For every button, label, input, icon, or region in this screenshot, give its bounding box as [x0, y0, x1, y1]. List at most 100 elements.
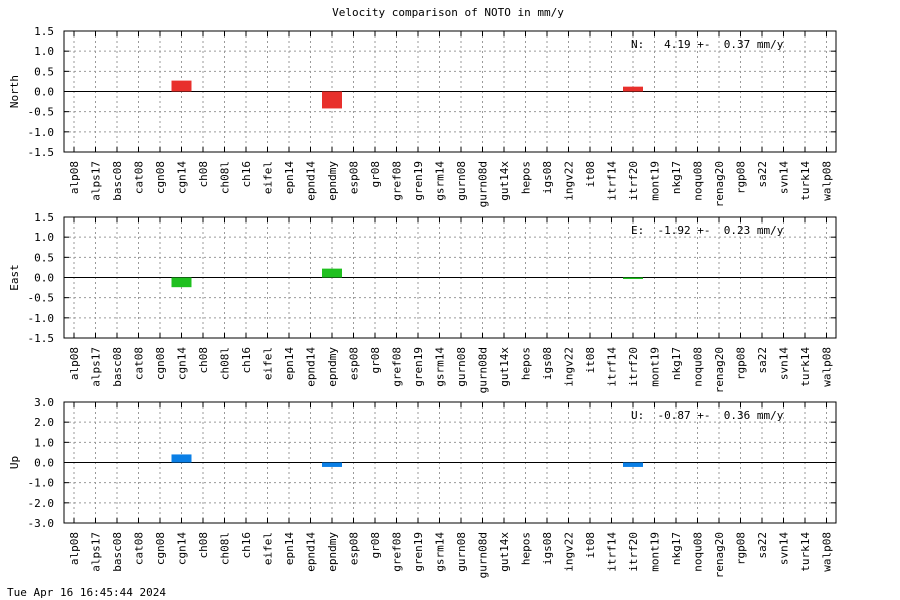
y-axis-label: East	[8, 264, 21, 291]
y-tick-label: 0.0	[34, 86, 54, 99]
x-tick-label: alp08	[68, 347, 81, 380]
y-tick-label: 1.5	[34, 211, 54, 224]
velocity-annotation: U: -0.87 +- 0.36 mm/y	[631, 409, 784, 422]
panel-north: 1.5 1.0 0.5 0.0 -0.5 -1.0 -1.5 alp08 alps17 basc0…	[8, 25, 837, 207]
x-tick-label: ch16	[240, 347, 253, 374]
x-tick-label: ch08	[197, 161, 210, 188]
y-tick-label: -2.0	[28, 497, 55, 510]
x-tick-label: gr08	[369, 532, 382, 559]
y-tick-label: 2.0	[34, 416, 54, 429]
x-tick-label: ch16	[240, 532, 253, 559]
x-tick-label: gurn08d	[477, 161, 490, 207]
x-tick-label: noqu08	[692, 347, 705, 387]
x-tick-label: walp08	[821, 347, 834, 387]
x-tick-label: alp08	[68, 161, 81, 194]
bar-east-epndmy	[322, 268, 342, 278]
plot-frame	[63, 30, 837, 153]
y-tick-label: 0.0	[34, 272, 54, 285]
x-tick-label: sa22	[756, 532, 769, 559]
bar-up-epndmy	[322, 462, 342, 467]
x-tick-label: svn14	[778, 161, 791, 194]
x-tick-label: mont19	[649, 161, 662, 201]
x-tick-label: cgn08	[154, 161, 167, 194]
x-tick-label: itrf14	[606, 161, 619, 201]
x-tick-label: alps17	[90, 347, 103, 387]
y-tick-label: -0.5	[28, 292, 55, 305]
y-tick-label: 0.5	[34, 251, 54, 264]
x-tick-label: gut14x	[498, 161, 511, 201]
x-tick-label: hepos	[520, 161, 533, 194]
x-tick-label: epndmy	[326, 161, 339, 201]
x-tick-label: renag20	[713, 532, 726, 578]
x-tick-label: ingv22	[563, 532, 576, 572]
x-tick-label: epn14	[283, 161, 296, 194]
y-tick-label: -1.5	[28, 146, 55, 159]
x-tick-label: sa22	[756, 161, 769, 188]
x-tick-label: walp08	[821, 161, 834, 201]
y-tick-label: -1.0	[28, 126, 55, 139]
x-tick-label: nkg17	[670, 532, 683, 565]
x-tick-label: epnd14	[305, 161, 318, 201]
x-tick-label: svn14	[778, 347, 791, 380]
x-tick-label: cgn08	[154, 532, 167, 565]
x-tick-label: noqu08	[692, 532, 705, 572]
panel-up: 3.0 2.0 1.0 0.0 -1.0 -2.0 -3.0 alp08 alps17 basc0…	[8, 396, 837, 578]
y-tick-label: 1.0	[34, 231, 54, 244]
bar-north-itrf20	[623, 86, 643, 92]
chart-title: Velocity comparison of NOTO in mm/y	[332, 6, 564, 19]
x-tick-label: gr08	[369, 347, 382, 374]
x-tick-label: renag20	[713, 347, 726, 393]
y-tick-label: -1.0	[28, 477, 55, 490]
x-tick-label: gut14x	[498, 532, 511, 572]
x-tick-label: itrf20	[627, 532, 640, 572]
x-tick-label: igs08	[541, 532, 554, 565]
x-tick-label: alps17	[90, 532, 103, 572]
x-tick-label: cat08	[133, 161, 146, 194]
plot-frame	[63, 401, 837, 524]
x-tick-label: cgn14	[176, 347, 189, 380]
x-tick-label: gurn08d	[477, 347, 490, 393]
x-tick-label: epndmy	[326, 532, 339, 572]
y-tick-label: -3.0	[28, 517, 55, 530]
x-tick-label: itrf14	[606, 347, 619, 387]
x-tick-label: mont19	[649, 532, 662, 572]
x-tick-label: ch08l	[219, 532, 232, 565]
x-tick-label: ch08l	[219, 161, 232, 194]
x-tick-label: gref08	[391, 161, 404, 201]
x-tick-label: igs08	[541, 347, 554, 380]
x-tick-label: gren19	[412, 347, 425, 387]
x-tick-label: igs08	[541, 161, 554, 194]
timestamp: Tue Apr 16 16:45:44 2024	[7, 586, 166, 599]
x-tick-label: gurn08	[455, 161, 468, 201]
y-tick-label: 0.5	[34, 65, 54, 78]
x-tick-label: turk14	[799, 532, 812, 572]
y-tick-label: -1.5	[28, 332, 55, 345]
x-tick-label: esp08	[348, 532, 361, 565]
bar-east-cgn14	[171, 277, 192, 288]
x-tick-label: cat08	[133, 532, 146, 565]
x-tick-label: itrf14	[606, 532, 619, 572]
x-tick-label: mont19	[649, 347, 662, 387]
x-tick-label: hepos	[520, 532, 533, 565]
x-tick-label: epndmy	[326, 347, 339, 387]
x-tick-label: ingv22	[563, 347, 576, 387]
x-tick-label: esp08	[348, 161, 361, 194]
x-tick-label: gut14x	[498, 347, 511, 387]
x-tick-label: cgn14	[176, 532, 189, 565]
x-tick-label: ch16	[240, 161, 253, 188]
x-tick-label: basc08	[111, 161, 124, 201]
x-tick-label: ch08	[197, 347, 210, 374]
x-tick-label: svn14	[778, 532, 791, 565]
y-tick-label: -0.5	[28, 106, 55, 119]
x-tick-label: epnd14	[305, 347, 318, 387]
y-tick-label: 3.0	[34, 396, 54, 409]
x-tick-label: alp08	[68, 532, 81, 565]
x-tick-label: basc08	[111, 347, 124, 387]
x-tick-label: rgp08	[735, 161, 748, 194]
x-tick-label: it08	[584, 347, 597, 374]
x-tick-label: gsrm14	[434, 161, 447, 201]
velocity-annotation: N: 4.19 +- 0.37 mm/y	[631, 38, 784, 51]
y-tick-label: 0.0	[34, 457, 54, 470]
x-tick-label: gref08	[391, 532, 404, 572]
